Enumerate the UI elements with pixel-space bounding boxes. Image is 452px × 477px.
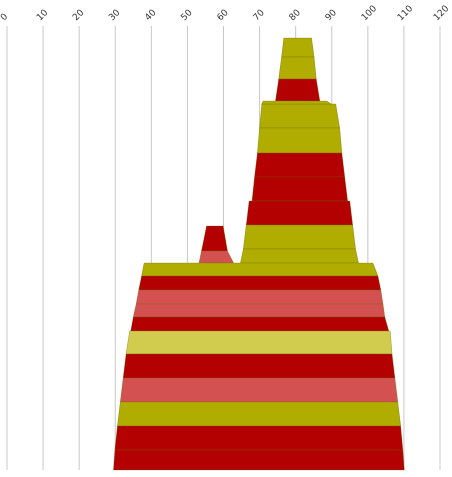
x-tick-label: 90 [324,8,339,23]
band-light_red [198,250,235,264]
band-light_red [132,303,386,318]
band-light_olive [125,330,393,355]
band-olive [240,248,359,264]
band-olive [243,224,356,250]
band-dark_red [114,425,404,451]
band-light_red [135,289,384,305]
x-tick-label: 30 [107,8,122,23]
x-tick-label: 0 [0,12,10,23]
band-dark_red [201,225,228,252]
band-olive [278,56,317,80]
x-tick-label: 100 [360,4,379,23]
band-dark_red [113,449,405,471]
x-tick-label: 80 [288,8,303,23]
x-tick-label: 110 [396,4,415,23]
band-olive [257,127,343,154]
band-dark_red [251,176,348,202]
band-dark_red [275,78,321,102]
x-tick-labels: 0 10 20 30 40 50 60 70 80 90 100 110 120 [0,4,451,23]
x-tick-label: 50 [179,8,194,23]
band-dark_red [130,316,390,332]
band-olive-lip [261,100,332,105]
x-tick-label: 20 [71,8,86,23]
band-dark_red [138,275,382,291]
band-olive [259,103,341,129]
band-olive [117,401,402,427]
band-dark_red [254,152,346,178]
x-tick-label: 120 [432,4,451,23]
x-tick-label: 40 [143,8,158,23]
band-dark_red [122,353,396,379]
band-olive [281,37,315,58]
x-tick-label: 10 [35,8,50,23]
bands [113,37,405,471]
band-light_red [119,377,399,403]
x-tick-label: 70 [252,8,267,23]
band-dark_red [245,200,354,226]
band-olive [141,262,379,277]
x-tick-label: 60 [216,8,231,23]
